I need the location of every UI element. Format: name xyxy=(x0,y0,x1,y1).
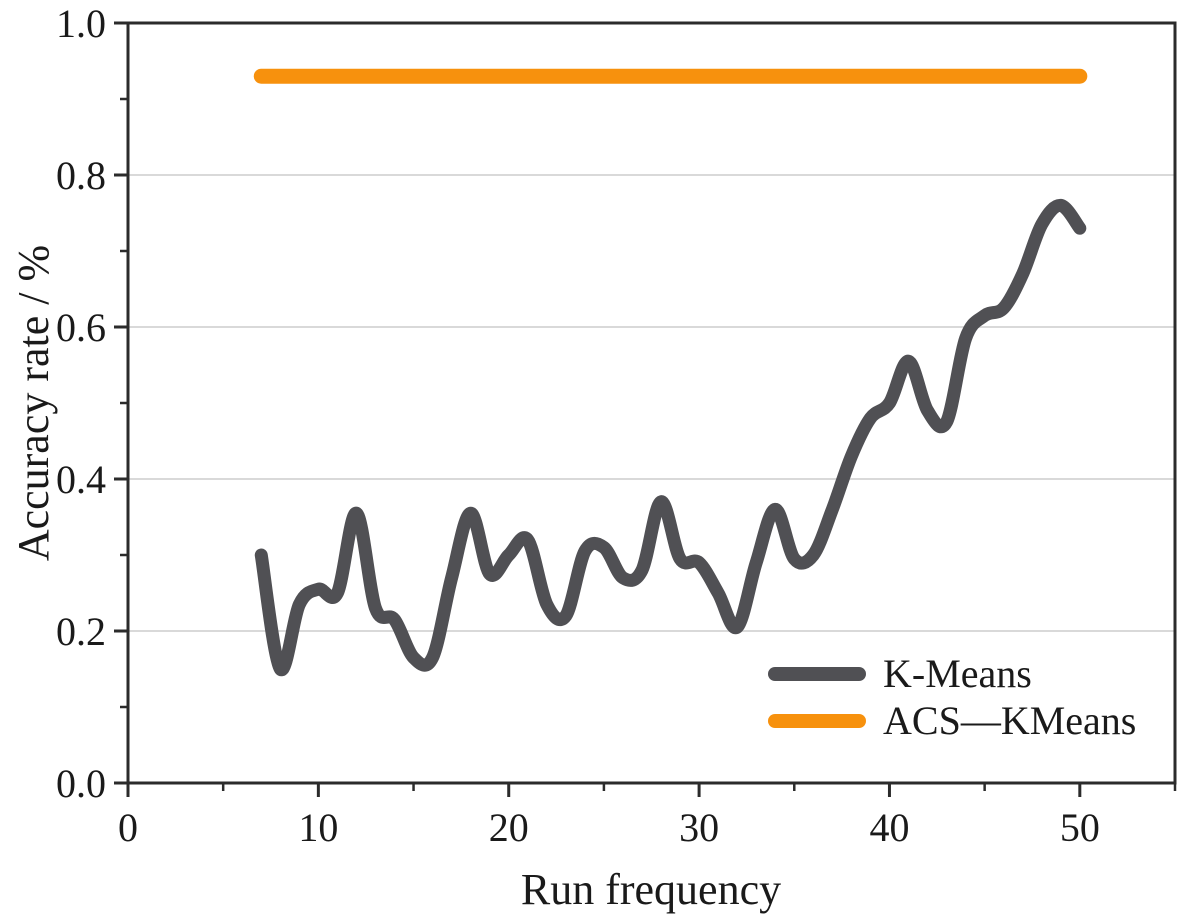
y-tick-label-0: 0.0 xyxy=(56,761,106,806)
x-axis-title: Run frequency xyxy=(520,865,782,914)
x-tick-label-30: 30 xyxy=(679,805,719,850)
y-axis-title: Accuracy rate / % xyxy=(9,244,58,562)
legend: K-Means ACS—KMeans xyxy=(768,650,1136,744)
legend-label-acs-kmeans: ACS—KMeans xyxy=(883,697,1137,743)
y-tick-label-1: 1.0 xyxy=(56,1,106,46)
y-tick-label-0.2: 0.2 xyxy=(56,609,106,654)
legend-item-acs-kmeans: ACS—KMeans xyxy=(768,697,1136,744)
x-tick-label-20: 20 xyxy=(489,805,529,850)
x-tick-label-10: 10 xyxy=(298,805,338,850)
series-line-k-means xyxy=(254,198,1087,677)
x-tick-label-40: 40 xyxy=(869,805,909,850)
y-tick-label-0.6: 0.6 xyxy=(56,305,106,350)
kmeans-line-swatch xyxy=(768,666,866,681)
y-tick-label-0.4: 0.4 xyxy=(56,457,106,502)
legend-label-kmeans: K-Means xyxy=(883,650,1032,696)
x-tick-label-50: 50 xyxy=(1060,805,1100,850)
acs-kmeans-line-swatch xyxy=(768,713,866,728)
x-tick-label-0: 0 xyxy=(118,805,138,850)
y-tick-label-0.8: 0.8 xyxy=(56,153,106,198)
legend-item-kmeans: K-Means xyxy=(768,650,1136,697)
